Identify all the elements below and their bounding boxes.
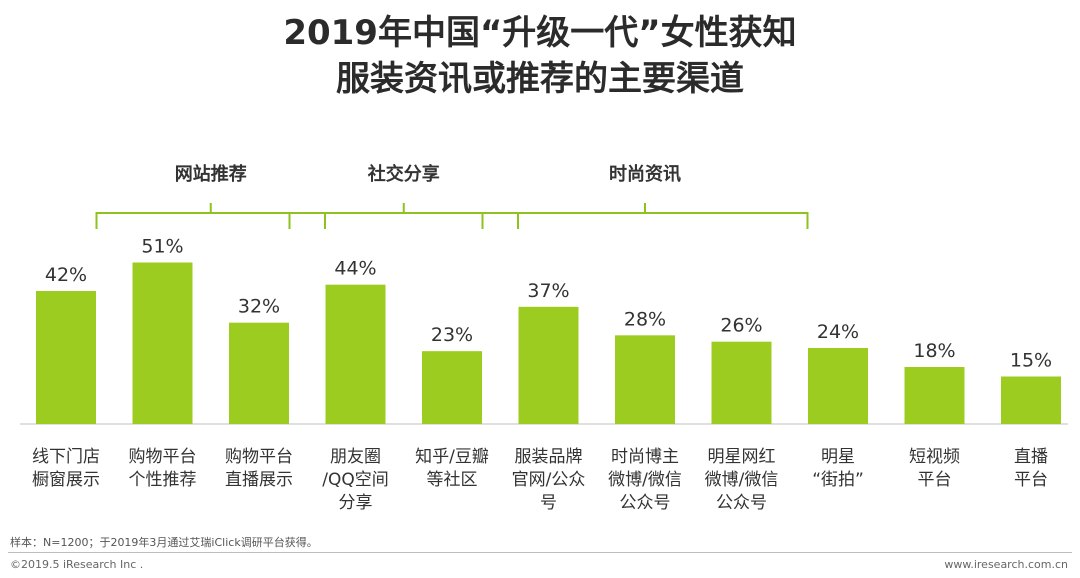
value-label-2: 51% — [141, 236, 183, 258]
category-label-4: 朋友圈 /QQ空间 分享 — [322, 447, 389, 513]
group-bracket-2 — [288, 203, 519, 229]
group-label-2: 社交分享 — [368, 163, 440, 185]
category-label-6: 服装品牌 官网/公众 号 — [511, 447, 586, 513]
value-label-4: 44% — [334, 258, 376, 280]
category-label-7: 时尚博主 微博/微信 公众号 — [608, 447, 682, 513]
category-label-1: 线下门店 橱窗展示 — [32, 447, 100, 490]
bar-5 — [422, 351, 482, 424]
value-label-1: 42% — [45, 264, 87, 286]
category-label-10: 短视频 平台 — [909, 447, 960, 490]
bar-chart: 42% 51% 32% 44% 23% 37% 28% 26% 24% 18% 15% 网站推荐 社交分… — [20, 163, 1068, 425]
bar-1 — [36, 291, 96, 424]
category-label-8: 明星网红 微博/微信 公众号 — [704, 447, 779, 513]
bar-6 — [518, 306, 579, 424]
value-label-9: 24% — [817, 321, 859, 343]
copyright-text: ©2019.5 iResearch Inc . — [10, 558, 144, 571]
bar-2 — [132, 262, 193, 424]
sample-note: 样本：N=1200；于2019年3月通过艾瑞iClick调研平台获得。 — [10, 536, 318, 549]
group-label-1: 网站推荐 — [175, 163, 247, 185]
chart-title-line1: 2019年中国“升级一代”女性获知 — [283, 13, 797, 53]
bar-4 — [325, 284, 386, 424]
chart-title-line2: 服装资讯或推荐的主要渠道 — [336, 59, 744, 99]
bar-7 — [615, 335, 675, 424]
value-label-10: 18% — [913, 340, 955, 362]
category-label-11: 直播 平台 — [1014, 447, 1048, 490]
footer-divider — [8, 552, 1072, 553]
group-label-3: 时尚资讯 — [609, 163, 681, 185]
group-bracket-1 — [95, 203, 326, 229]
value-label-7: 28% — [624, 308, 666, 330]
value-label-11: 15% — [1010, 350, 1052, 372]
value-label-6: 37% — [527, 280, 569, 302]
value-label-5: 23% — [431, 324, 473, 346]
category-label-9: 明星 “街拍” — [812, 447, 864, 490]
chart-title: 2019年中国“升级一代”女性获知 服装资讯或推荐的主要渠道 — [0, 10, 1080, 102]
category-label-5: 知乎/豆瓣 等社区 — [415, 447, 489, 490]
bar-9 — [808, 348, 868, 424]
bar-11 — [1001, 376, 1061, 424]
category-label-3: 购物平台 直播展示 — [225, 447, 293, 490]
value-label-3: 32% — [238, 296, 280, 318]
group-bracket-3 — [481, 203, 809, 229]
value-label-8: 26% — [720, 315, 762, 337]
bar-3 — [229, 322, 289, 424]
bar-10 — [904, 367, 965, 424]
website-text: www.iresearch.com.cn — [944, 558, 1068, 571]
bar-8 — [711, 341, 772, 424]
category-label-2: 购物平台 个性推荐 — [128, 447, 197, 490]
